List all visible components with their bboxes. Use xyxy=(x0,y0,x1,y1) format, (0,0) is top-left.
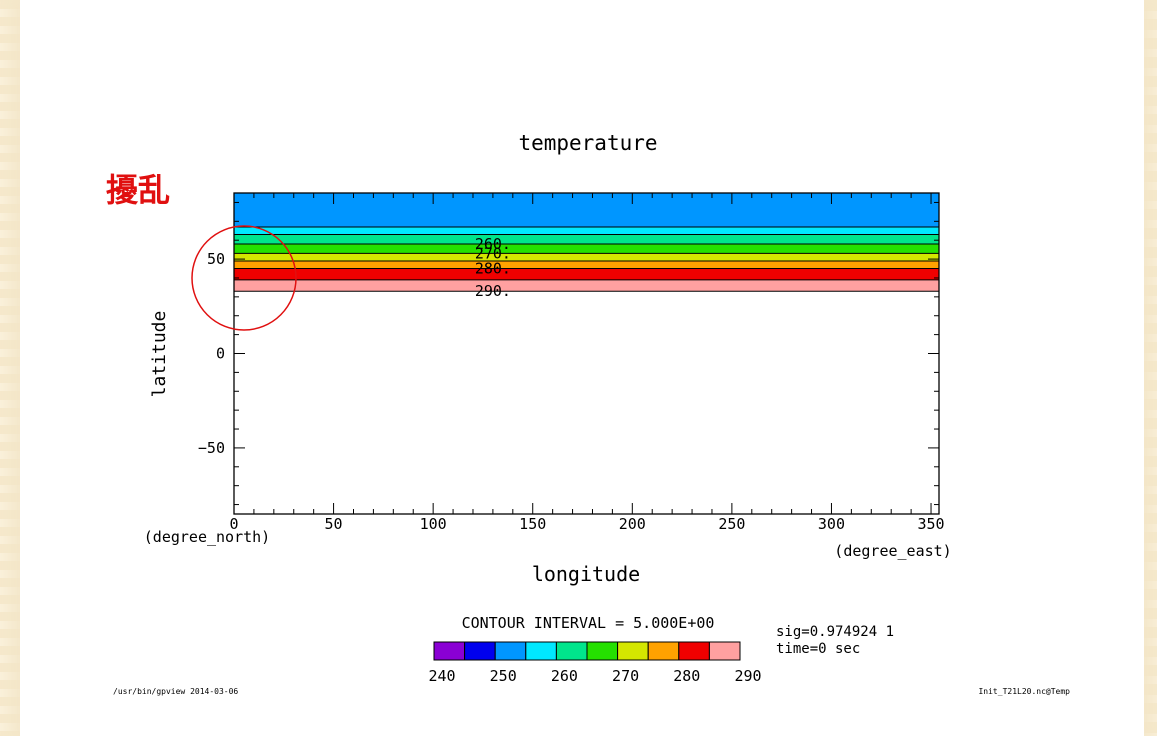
colorbar-swatch-7 xyxy=(647,641,680,661)
info-time: time=0 sec xyxy=(776,641,860,657)
contour-band-2 xyxy=(234,234,939,244)
y-tick-label-2: −50 xyxy=(198,439,225,457)
contour-band-3 xyxy=(234,243,939,254)
paper-edge-left xyxy=(0,0,20,736)
footer-left-text: /usr/bin/gpview 2014-03-06 xyxy=(113,687,238,696)
contour-labels-layer: 260.270.280. 290. xyxy=(475,235,511,300)
colorbar-swatch-0 xyxy=(433,641,466,661)
contour-interval-text: CONTOUR INTERVAL = 5.000E+00 xyxy=(462,614,715,632)
colorbar-label-5: 290 xyxy=(734,667,761,685)
colorbar-swatch-8 xyxy=(678,641,710,661)
annotation-label: 擾乱 xyxy=(106,171,171,209)
colorbar-swatch-2 xyxy=(494,641,527,661)
contour-label-0: 260. xyxy=(475,235,511,253)
colorbar-label-4: 280 xyxy=(673,667,700,685)
contour-band-4 xyxy=(234,253,939,261)
contour-band-5 xyxy=(234,260,939,269)
x-axis-label: longitude xyxy=(532,562,640,586)
y-axis-label: latitude xyxy=(149,311,170,398)
x-tick-label-4: 200 xyxy=(619,515,646,533)
annotation-circle xyxy=(191,225,297,331)
colorbar-label-2: 260 xyxy=(551,667,578,685)
colorbar-swatch-9 xyxy=(708,641,741,661)
contour-fill-layer xyxy=(234,193,939,292)
footer-right-text: Init_T21L20.nc@Temp xyxy=(978,687,1070,696)
info-sig: sig=0.974924 1 xyxy=(776,624,894,640)
x-tick-label-6: 300 xyxy=(818,515,845,533)
chart-title: temperature xyxy=(518,131,657,155)
contour-band-7 xyxy=(234,279,939,292)
axis-ticks-layer: 0 50 100 150 200 250 300 350 50 0 −50 xyxy=(198,193,945,533)
contour-label-1: 270. xyxy=(475,244,511,262)
colorbar-swatch-3 xyxy=(525,641,557,661)
colorbar-swatch-6 xyxy=(617,641,649,661)
contour-label-3: 290. xyxy=(475,282,511,300)
y-tick-label-1: 0 xyxy=(216,345,225,363)
x-tick-label-1: 50 xyxy=(325,515,343,533)
contour-band-0 xyxy=(234,193,939,227)
paper-edge-right xyxy=(1144,0,1157,736)
slide-paper xyxy=(20,0,1144,736)
colorbar-label-3: 270 xyxy=(612,667,639,685)
colorbar-label-1: 250 xyxy=(490,667,517,685)
x-tick-label-5: 250 xyxy=(718,515,745,533)
x-axis-units: (degree_east) xyxy=(834,542,951,560)
x-tick-label-3: 150 xyxy=(519,515,546,533)
contour-lines-layer xyxy=(234,226,939,292)
x-tick-label-2: 100 xyxy=(420,515,447,533)
y-axis-units: (degree_north) xyxy=(144,528,270,546)
contour-label-2: 280. xyxy=(475,260,511,278)
contour-band-6 xyxy=(234,268,939,280)
colorbar-swatch-5 xyxy=(586,641,619,661)
y-tick-label-0: 50 xyxy=(207,250,225,268)
colorbar: 240 250 260 270 280 290 xyxy=(428,641,762,685)
contour-band-1 xyxy=(234,226,939,235)
colorbar-label-0: 240 xyxy=(428,667,455,685)
x-tick-label-7: 350 xyxy=(917,515,944,533)
colorbar-swatch-4 xyxy=(555,641,588,661)
x-tick-label-0: 0 xyxy=(229,515,238,533)
colorbar-swatch-1 xyxy=(464,641,496,661)
